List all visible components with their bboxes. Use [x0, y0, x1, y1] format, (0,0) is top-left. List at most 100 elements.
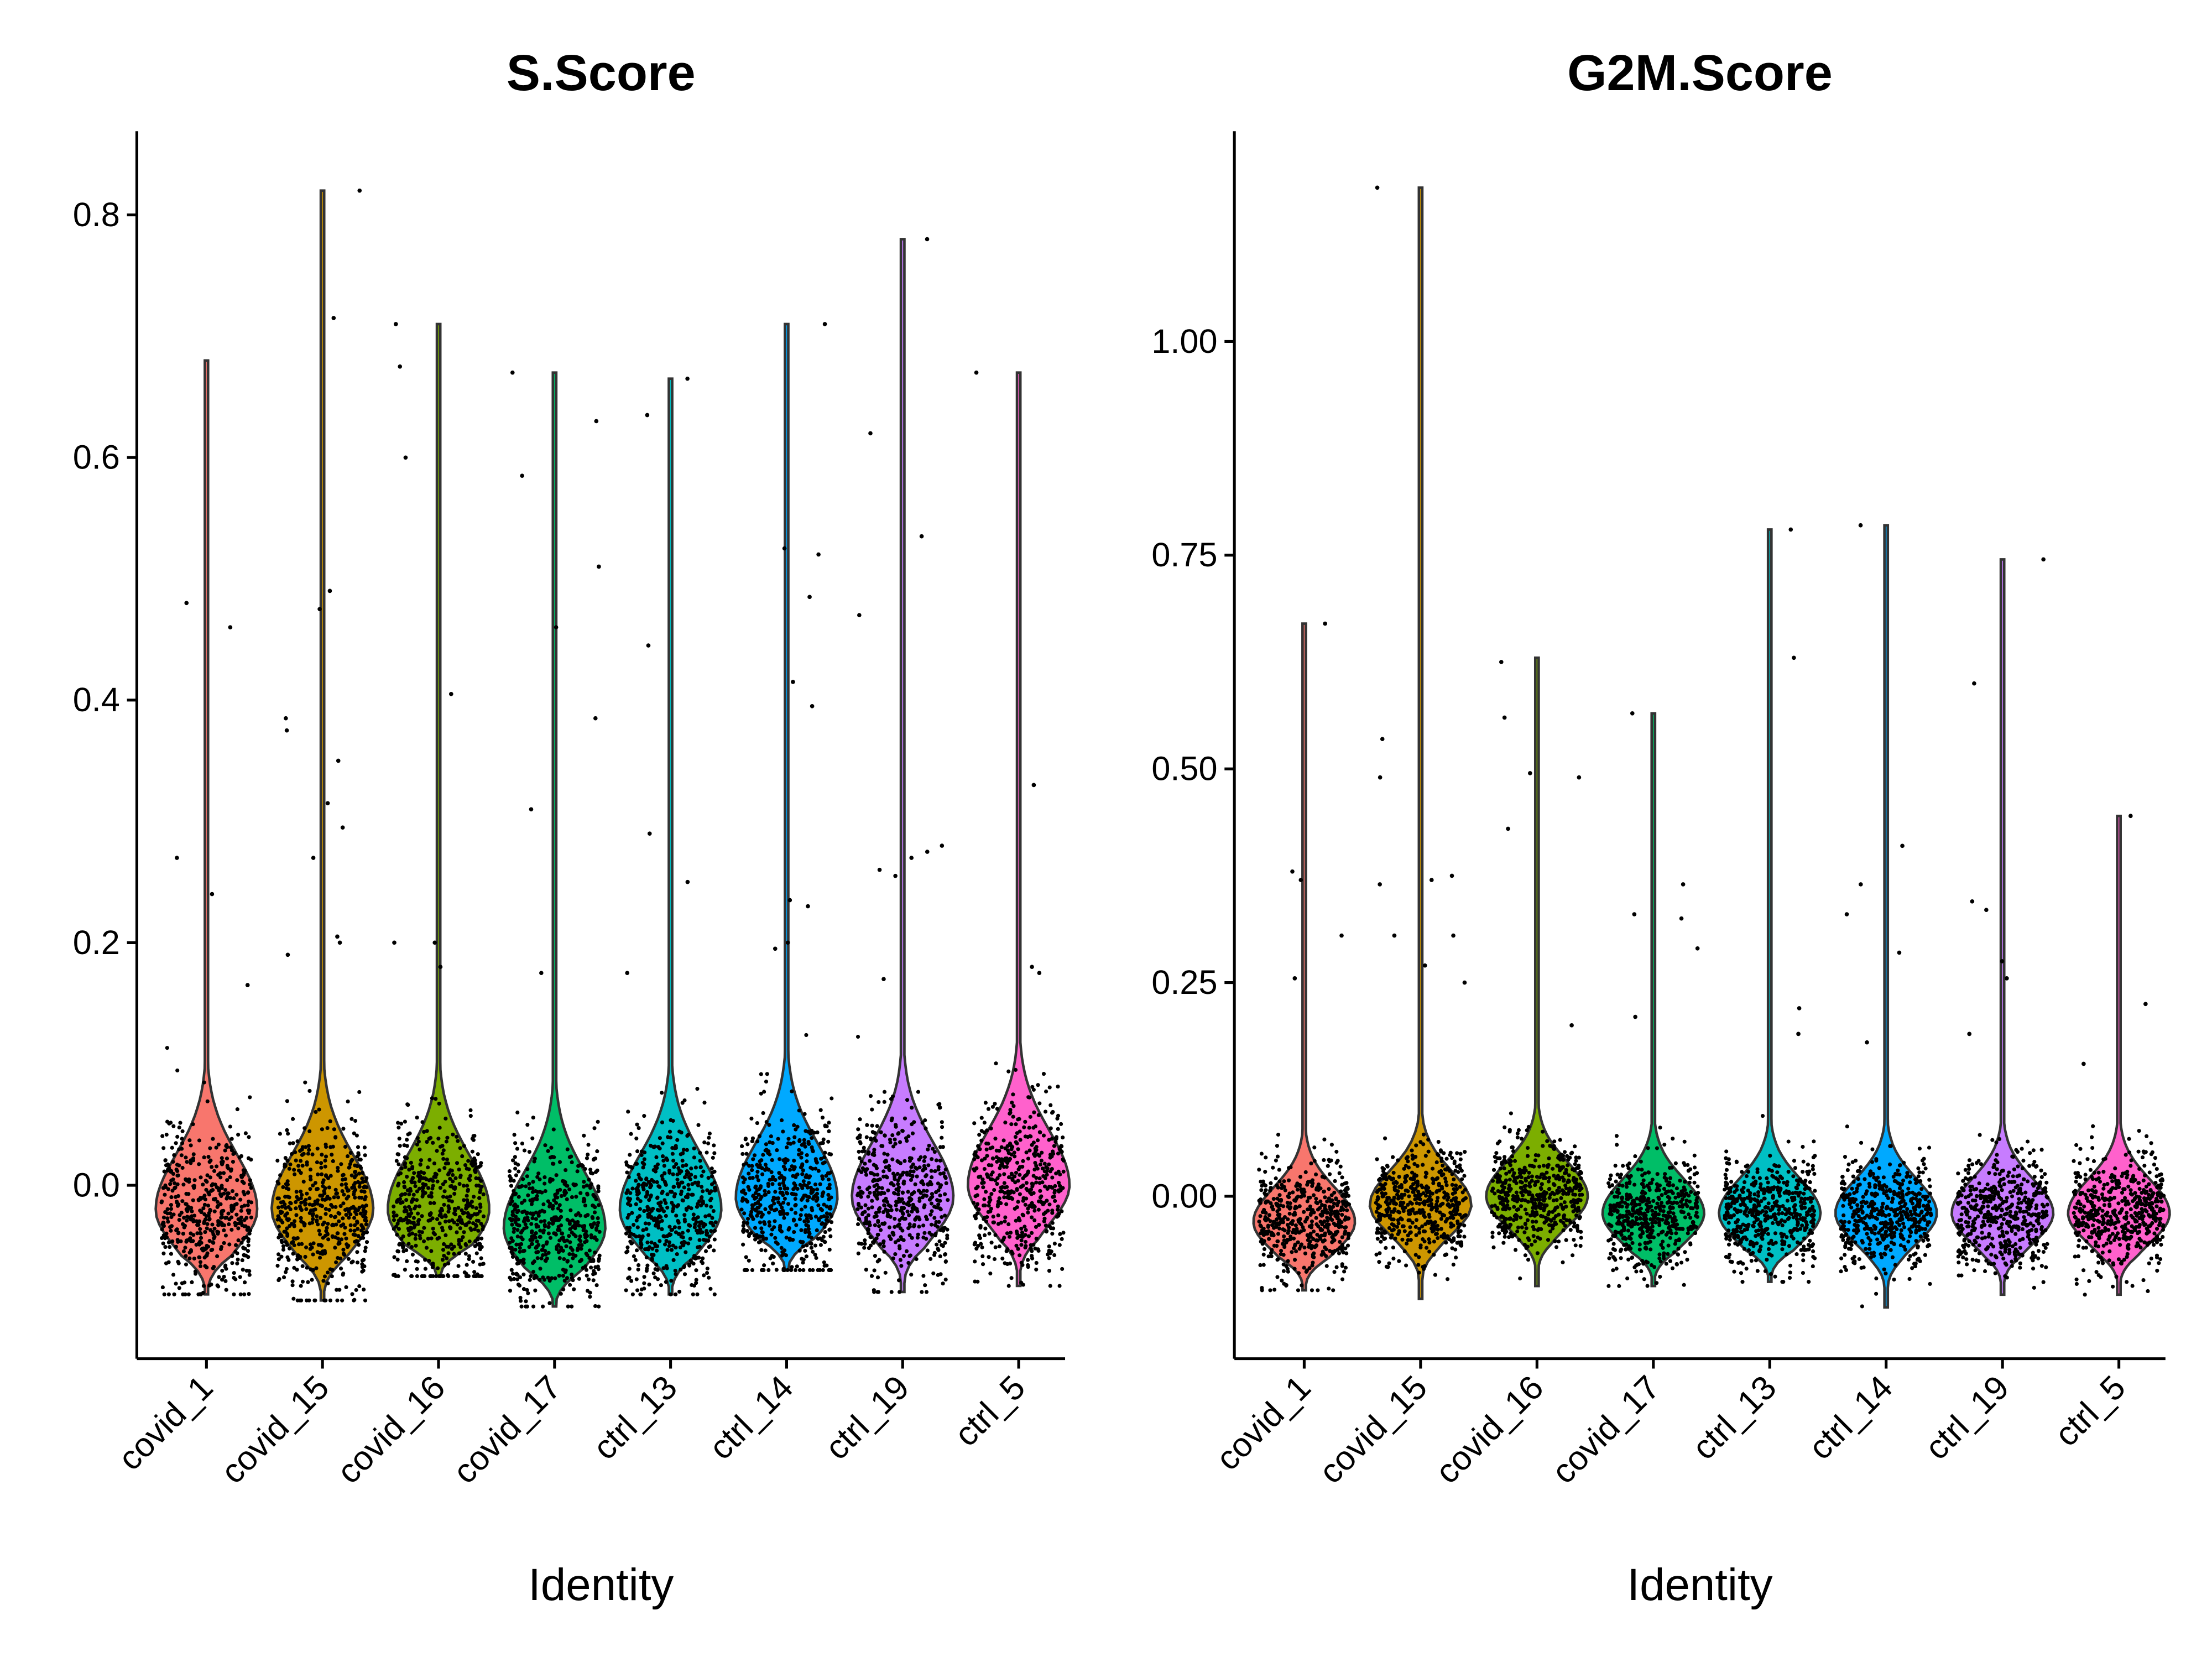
point: [595, 1149, 599, 1153]
point: [592, 1269, 596, 1273]
point: [588, 1184, 592, 1188]
point: [1314, 1187, 1318, 1191]
point: [803, 1112, 807, 1116]
point: [234, 1213, 238, 1217]
point: [329, 1203, 333, 1207]
point: [1016, 1247, 1020, 1251]
point: [223, 1263, 227, 1267]
violin-covid_15: [1370, 187, 1472, 1299]
point: [652, 1272, 656, 1275]
point: [431, 1216, 435, 1220]
point: [1006, 1159, 1010, 1163]
point: [1259, 1214, 1262, 1218]
point: [530, 1202, 534, 1206]
point: [299, 1159, 302, 1163]
point: [863, 1221, 867, 1225]
point: [296, 1164, 300, 1168]
point: [868, 1223, 872, 1227]
point: [812, 1130, 816, 1134]
point: [1049, 1126, 1053, 1130]
point: [1036, 1083, 1040, 1087]
point: [305, 1192, 309, 1196]
point: [1319, 1234, 1323, 1238]
point: [410, 1232, 414, 1236]
point: [544, 1253, 547, 1257]
point: [775, 1268, 779, 1272]
point: [1439, 1202, 1443, 1206]
point: [585, 1234, 589, 1238]
point: [700, 1174, 703, 1178]
point: [1017, 1216, 1021, 1220]
point: [595, 1283, 599, 1287]
point: [521, 1249, 525, 1253]
point: [867, 1207, 870, 1211]
point: [229, 1204, 233, 1208]
point: [513, 1141, 517, 1145]
point: [696, 1215, 700, 1219]
point: [990, 1241, 994, 1244]
point: [300, 1193, 304, 1197]
point: [1314, 1216, 1318, 1220]
point: [1382, 1237, 1386, 1241]
point: [697, 1238, 701, 1242]
point: [420, 1230, 424, 1234]
point: [909, 1165, 913, 1169]
point: [1342, 1269, 1346, 1273]
point: [643, 1150, 646, 1154]
point: [1009, 1122, 1013, 1126]
point: [1427, 1241, 1431, 1244]
point: [941, 1281, 945, 1285]
point: [239, 1209, 243, 1213]
point: [568, 1227, 572, 1231]
point: [993, 1137, 997, 1140]
point: [441, 1152, 445, 1155]
point: [999, 1186, 1003, 1190]
point: [922, 1159, 926, 1163]
point: [976, 1185, 980, 1189]
point: [1335, 1265, 1339, 1269]
point: [796, 1125, 800, 1129]
point: [1042, 1133, 1046, 1137]
point: [342, 1253, 346, 1257]
point: [893, 1225, 896, 1229]
point: [710, 1174, 714, 1178]
point: [513, 1133, 517, 1137]
point: [637, 1173, 640, 1176]
point: [1040, 1201, 1044, 1205]
point: [1259, 1197, 1262, 1201]
outlier-point: [594, 419, 598, 424]
point: [977, 1175, 980, 1179]
point: [229, 1215, 233, 1219]
point: [410, 1245, 414, 1249]
point: [471, 1221, 475, 1225]
point: [1260, 1288, 1264, 1292]
point: [945, 1181, 948, 1185]
point: [1053, 1242, 1057, 1246]
point: [438, 1221, 442, 1225]
point: [650, 1178, 654, 1182]
point: [814, 1256, 818, 1260]
point: [573, 1254, 577, 1258]
point: [1001, 1138, 1005, 1142]
point: [1022, 1126, 1026, 1129]
point: [674, 1293, 677, 1296]
point: [1318, 1186, 1322, 1190]
point: [888, 1138, 892, 1142]
point: [676, 1166, 680, 1170]
outlier-point: [686, 880, 690, 884]
point: [1310, 1220, 1314, 1223]
point: [427, 1158, 431, 1162]
point: [753, 1238, 757, 1242]
point: [804, 1033, 808, 1037]
point: [178, 1286, 181, 1290]
point: [873, 1191, 877, 1195]
point: [772, 1201, 776, 1205]
point: [174, 1281, 178, 1285]
point: [1262, 1263, 1266, 1267]
y-tick-label: 0.0: [73, 1166, 120, 1203]
point: [294, 1206, 298, 1210]
point: [758, 1187, 761, 1191]
point: [436, 1180, 440, 1184]
point: [444, 1213, 447, 1217]
point: [222, 1228, 226, 1232]
